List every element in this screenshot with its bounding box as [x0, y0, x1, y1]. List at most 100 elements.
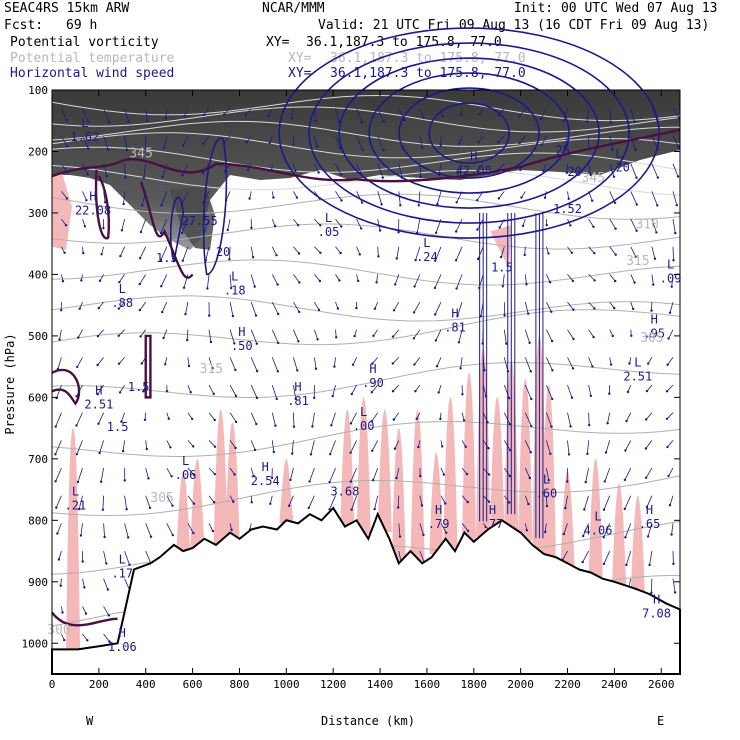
- pv-low-letter: L: [667, 257, 674, 271]
- x-tick-label: 400: [136, 678, 156, 691]
- pink-shading-column: [588, 458, 603, 579]
- wind-speed-contour: [278, 27, 660, 239]
- wind-vector: [672, 135, 680, 148]
- wind-vector: [271, 329, 279, 344]
- wind-vector: [229, 467, 235, 475]
- wind-vector: [181, 191, 189, 205]
- wind-vector: [124, 163, 126, 178]
- wind-vector-head: [505, 342, 508, 345]
- wind-vector: [524, 412, 532, 427]
- wind-vector: [187, 440, 194, 447]
- wind-vector: [186, 329, 189, 341]
- wind-vector-head: [189, 391, 192, 394]
- wind-vector-head: [442, 473, 446, 476]
- wind-vector-head: [181, 259, 184, 262]
- wind-vector-head: [287, 504, 291, 507]
- pv-low-value: .05: [318, 225, 340, 239]
- wind-vector: [625, 523, 632, 538]
- wind-vector: [518, 108, 526, 118]
- wind-vector-head: [171, 504, 174, 507]
- wind-vector-head: [162, 146, 166, 149]
- wind-vector: [103, 163, 108, 177]
- wind-vector-head: [444, 502, 447, 505]
- wind-vector: [310, 440, 315, 455]
- theta-contour: [51, 106, 681, 133]
- wind-vector: [335, 108, 340, 123]
- pv-low-letter: L: [634, 356, 641, 370]
- wind-vector-head: [296, 369, 299, 372]
- pv-high-value: .81: [287, 394, 309, 408]
- wind-vector-head: [80, 279, 83, 282]
- wind-vector-head: [339, 251, 342, 255]
- wind-vector-head: [339, 147, 342, 150]
- wind-vector: [651, 246, 656, 259]
- wind-vector: [335, 329, 337, 338]
- pv-contour: [144, 334, 152, 399]
- wind-vector: [166, 467, 172, 477]
- wind-vector: [160, 274, 168, 287]
- wind-vector: [271, 384, 278, 400]
- wind-vector-head: [421, 146, 424, 149]
- wind-vector-head: [192, 502, 196, 505]
- wind-vector: [181, 218, 189, 234]
- wind-vector-head: [476, 257, 480, 261]
- wind-vector: [183, 274, 189, 288]
- wind-vector: [329, 495, 336, 510]
- pv-high-value: .77: [482, 517, 504, 531]
- y-tick-label: 700: [28, 453, 48, 466]
- wind-vector-head: [253, 285, 256, 288]
- wind-speed-contour: [398, 87, 540, 179]
- wind-vector: [646, 495, 653, 508]
- wind-vector: [377, 135, 384, 151]
- wind-vector: [120, 246, 125, 257]
- pv-low-letter: L: [119, 552, 126, 566]
- wind-vector-head: [674, 231, 677, 235]
- wind-vector: [356, 218, 362, 229]
- pv-high-center: H.81: [444, 306, 466, 334]
- wind-vector: [208, 440, 216, 447]
- wind-vector-head: [613, 306, 616, 310]
- wind-vector: [229, 412, 237, 423]
- wind-speed-label: 1.5: [128, 380, 150, 394]
- stratosphere-pv-shading: [52, 90, 680, 250]
- pv-high-value: 42.08: [456, 164, 492, 178]
- wind-vector: [546, 301, 552, 312]
- wind-vector: [625, 440, 632, 451]
- wind-vector: [455, 246, 463, 261]
- wind-vector-head: [550, 339, 554, 343]
- wind-vector-head: [340, 173, 343, 176]
- wind-vector-head: [572, 337, 575, 341]
- wind-vector-head: [461, 393, 464, 396]
- wind-vector: [100, 468, 104, 482]
- pv-high-center: H7.08: [642, 592, 671, 620]
- wind-vector: [482, 440, 489, 449]
- wind-vector-head: [518, 115, 521, 119]
- wind-vector-head: [167, 417, 170, 420]
- wind-vector-head: [523, 253, 526, 257]
- pink-shading-column: [612, 483, 627, 587]
- wind-vector-head: [64, 224, 68, 227]
- wind-vector-head: [529, 451, 532, 454]
- wind-vector-head: [290, 117, 293, 120]
- terrain-fill: [51, 506, 681, 675]
- forecast-label: Fcst:: [4, 18, 44, 33]
- wind-vector-head: [570, 396, 574, 399]
- y-tick-label: 400: [28, 268, 48, 281]
- wind-vector: [161, 301, 168, 313]
- pv-low-center: L.17: [111, 552, 133, 580]
- wind-vector-head: [81, 560, 84, 563]
- wind-vector: [542, 163, 547, 172]
- wind-vector-head: [412, 311, 416, 314]
- wind-vector-head: [675, 204, 678, 207]
- wind-vector: [229, 274, 232, 289]
- wind-vector-head: [117, 307, 121, 310]
- wind-vector-head: [248, 197, 251, 200]
- wind-vector-head: [107, 148, 110, 151]
- wind-vector: [182, 135, 189, 146]
- wind-vector: [350, 440, 357, 453]
- wind-vector-head: [635, 203, 638, 206]
- wind-vector: [225, 191, 231, 201]
- wind-vector-head: [569, 425, 572, 428]
- wind-vector-head: [208, 314, 211, 317]
- wind-vector: [140, 329, 147, 337]
